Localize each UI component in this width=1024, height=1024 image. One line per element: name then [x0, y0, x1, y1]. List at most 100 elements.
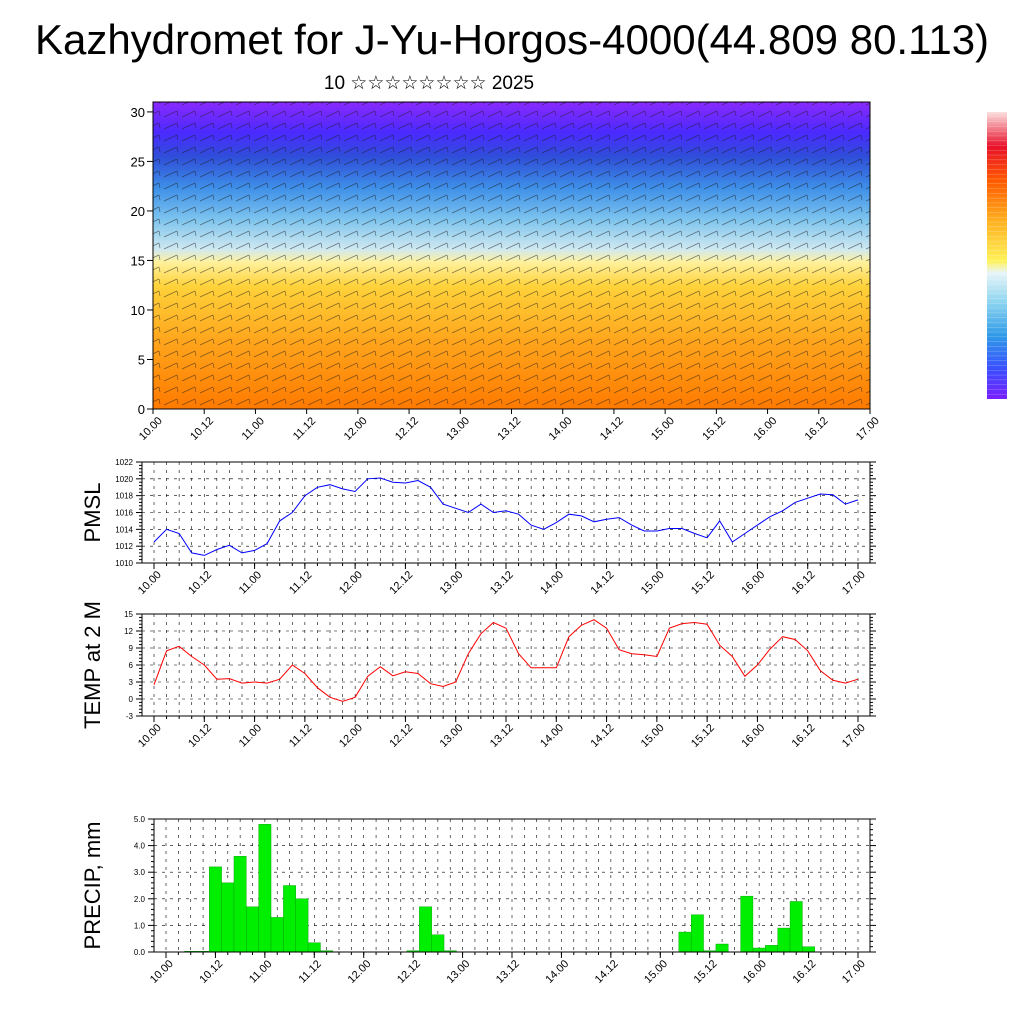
x-tick-label: 11.00 — [237, 722, 264, 749]
x-tick-label: 13.12 — [488, 569, 516, 597]
y-tick-label: 25 — [131, 154, 145, 169]
x-tick-label: 13.00 — [438, 569, 466, 597]
precip-bar — [283, 885, 296, 953]
y-tick-label: -3 — [126, 712, 134, 721]
x-tick-label: 11.12 — [296, 958, 323, 985]
x-tick-label: 14.12 — [598, 415, 626, 443]
x-tick-label: 17.00 — [854, 415, 882, 443]
y-tick-label: 6 — [129, 661, 134, 670]
x-tick-label: 11.12 — [287, 569, 314, 596]
pmsl-panel: 1010 1012 1014 1016 1018 1020 1022 10.00 10.12 11… — [80, 458, 876, 597]
x-tick-label: 14.12 — [588, 722, 616, 750]
x-tick-label: 12.00 — [337, 722, 365, 750]
x-tick-label: 16.00 — [739, 569, 767, 597]
x-tick-label: 15.12 — [689, 722, 717, 750]
precip-bar — [233, 856, 247, 953]
y-tick-label: 2.0 — [134, 895, 146, 904]
x-tick-label: 15.12 — [700, 415, 728, 443]
precip-bar — [419, 906, 432, 953]
x-tick-label: 17.00 — [840, 958, 868, 986]
x-tick-label: 15.12 — [689, 569, 717, 597]
precip-bar — [246, 906, 259, 953]
x-tick-label: 12.00 — [346, 958, 374, 986]
x-tick-label: 16.00 — [739, 722, 767, 750]
x-tick-label: 13.12 — [488, 722, 516, 750]
x-tick-label: 16.12 — [803, 415, 831, 443]
y-tick-label: 1018 — [115, 492, 133, 501]
y-tick-label: 3.0 — [134, 868, 146, 877]
x-tick-label: 14.12 — [588, 569, 616, 597]
y-tick-label: 1012 — [115, 542, 133, 551]
x-tick-label: 11.12 — [291, 415, 318, 442]
precip-bar — [765, 945, 778, 953]
y-tick-label: 1010 — [115, 559, 133, 568]
x-tick-label: 12.12 — [387, 569, 415, 597]
x-tick-label: 16.00 — [751, 415, 779, 443]
x-tick-label: 13.00 — [444, 958, 472, 986]
temp-y-axis-label: TEMP at 2 M — [80, 601, 105, 729]
y-tick-label: 10 — [131, 303, 145, 318]
x-tick-label: 16.12 — [790, 958, 818, 986]
x-tick-label: 13.00 — [438, 722, 466, 750]
colorbar-fill — [987, 112, 1007, 399]
precip-bar — [307, 942, 321, 953]
precip-bar — [678, 931, 692, 953]
precip-bar — [295, 898, 309, 953]
x-tick-label: 10.00 — [148, 958, 176, 986]
upper-panel: 0 5 10 15 20 25 30 10.00 10.12 11.00 11.12 12.00 12.… — [131, 101, 882, 443]
x-tick-label: 12.00 — [337, 569, 365, 597]
colorbar — [987, 112, 1007, 399]
x-tick-label: 15.00 — [639, 569, 667, 597]
precip-bar — [690, 914, 704, 953]
temp-series-line — [153, 619, 859, 702]
x-tick-label: 11.00 — [240, 415, 267, 442]
y-tick-label: 3 — [129, 678, 134, 687]
x-tick-label: 12.12 — [395, 958, 423, 986]
y-tick-label: 30 — [131, 105, 145, 120]
pmsl-series-line — [153, 477, 859, 556]
y-tick-label: 5 — [138, 352, 145, 367]
x-tick-label: 16.12 — [790, 722, 818, 750]
chart-title: Kazhydromet for J-Yu-Horgos-4000(44.809 … — [34, 16, 990, 63]
y-tick-label: 1.0 — [134, 921, 146, 930]
x-tick-label: 14.00 — [543, 958, 571, 986]
precip-bar — [752, 947, 766, 953]
pmsl-y-axis-label: PMSL — [80, 483, 105, 543]
y-tick-label: 4.0 — [134, 842, 146, 851]
y-tick-label: 1014 — [115, 525, 133, 534]
x-tick-label: 15.00 — [649, 415, 677, 443]
temp-panel: -3 0 3 6 9 12 15 10.00 10.12 11.00 11.12 12.00 12.12… — [80, 601, 876, 750]
x-tick-label: 15.12 — [692, 958, 720, 986]
x-tick-label: 11.00 — [247, 958, 274, 985]
x-tick-label: 13.12 — [494, 958, 522, 986]
x-tick-label: 17.00 — [840, 722, 868, 750]
x-tick-label: 12.12 — [393, 415, 421, 443]
x-tick-label: 10.00 — [136, 722, 164, 750]
x-tick-label: 10.12 — [186, 569, 214, 597]
precip-bar — [789, 901, 803, 953]
y-tick-label: 1022 — [115, 458, 133, 467]
x-tick-label: 11.12 — [287, 722, 314, 749]
x-tick-label: 15.00 — [642, 958, 670, 986]
precip-bar — [431, 934, 445, 953]
y-tick-label: 0 — [129, 695, 134, 704]
x-tick-label: 13.12 — [495, 415, 523, 443]
y-tick-label: 0 — [138, 402, 145, 417]
y-tick-label: 5.0 — [134, 815, 146, 824]
precip-y-axis-label: PRECIP, mm — [80, 822, 105, 950]
precip-bar — [221, 882, 235, 953]
x-tick-label: 10.12 — [188, 415, 216, 443]
y-tick-label: 1016 — [115, 509, 133, 518]
precip-bar — [802, 946, 815, 953]
x-tick-label: 10.12 — [186, 722, 214, 750]
precip-bar — [209, 866, 222, 953]
precip-bar — [270, 917, 284, 953]
x-tick-label: 13.00 — [444, 415, 472, 443]
x-tick-label: 16.12 — [790, 569, 818, 597]
y-tick-label: 12 — [124, 627, 133, 636]
x-tick-label: 11.00 — [237, 569, 264, 596]
wind-vector-field — [153, 102, 870, 409]
y-tick-label: 9 — [129, 644, 134, 653]
x-tick-label: 12.12 — [387, 722, 415, 750]
